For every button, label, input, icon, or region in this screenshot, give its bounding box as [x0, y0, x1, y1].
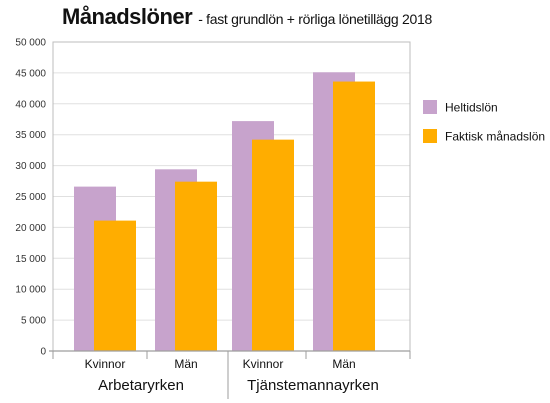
- bar-faktisk-manadslon: [252, 139, 294, 351]
- y-tick-label: 25 000: [15, 192, 46, 203]
- chart-title: Månadslöner: [62, 4, 193, 29]
- x-category-label: Män: [174, 357, 197, 371]
- y-tick-label: 30 000: [15, 161, 46, 172]
- chart-title-block: Månadslöner - fast grundlön + rörliga lön…: [62, 4, 432, 30]
- bar-faktisk-manadslon: [175, 181, 217, 351]
- y-tick-label: 40 000: [15, 99, 46, 110]
- bar-faktisk-manadslon: [333, 81, 375, 351]
- axes: [49, 41, 411, 399]
- y-tick-label: 45 000: [15, 68, 46, 79]
- legend-swatch: [423, 100, 437, 114]
- y-axis-ticks: 0 5 000 10 000 15 000 20 000 25 000 30 000 35 0…: [15, 38, 46, 358]
- x-group-label: Arbetaryrken: [98, 377, 184, 394]
- legend-label: Faktisk månadslön: [445, 130, 545, 144]
- x-category-label: Män: [332, 357, 355, 371]
- y-tick-label: 15 000: [15, 254, 46, 265]
- bar-faktisk-manadslon: [94, 220, 136, 351]
- legend-swatch: [423, 129, 437, 143]
- chart-subtitle: - fast grundlön + rörliga lönetillägg 20…: [198, 11, 432, 27]
- x-category-label: Kvinnor: [243, 357, 284, 371]
- y-tick-label: 5 000: [21, 316, 46, 327]
- y-tick-label: 35 000: [15, 130, 46, 141]
- legend-label: Heltidslön: [445, 101, 498, 115]
- y-tick-label: 10 000: [15, 285, 46, 296]
- y-tick-label: 0: [40, 347, 46, 358]
- category-labels: Kvinnor Män Kvinnor Män Arbetaryrken Tjänstem…: [85, 357, 379, 394]
- x-group-label: Tjänstemannayrken: [247, 377, 379, 394]
- y-tick-label: 20 000: [15, 223, 46, 234]
- bars: [74, 72, 375, 352]
- y-tick-label: 50 000: [15, 38, 46, 49]
- legend: Heltidslön Faktisk månadslön: [423, 100, 545, 144]
- x-category-label: Kvinnor: [85, 357, 126, 371]
